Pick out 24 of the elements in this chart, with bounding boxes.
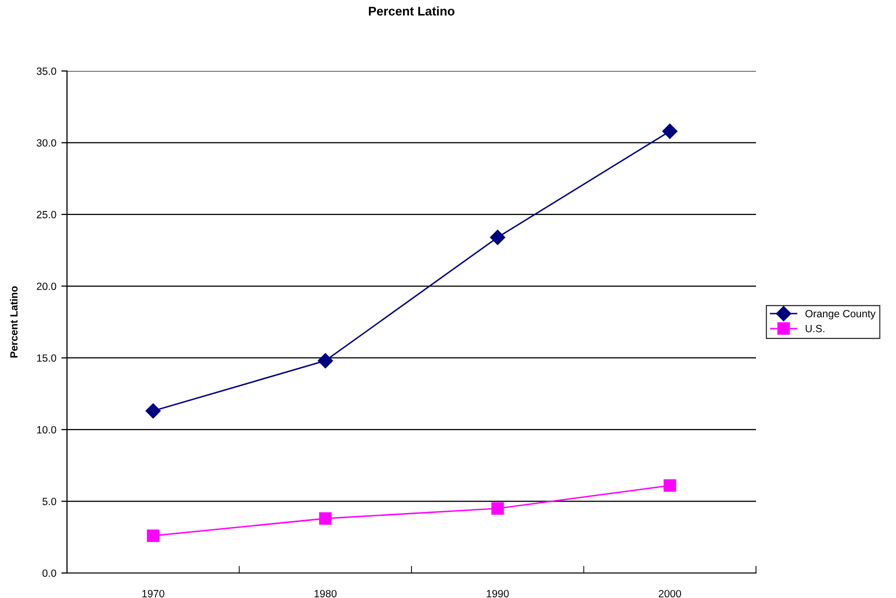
point [146, 403, 161, 418]
x-tick-label: 2000 [658, 590, 682, 598]
point [490, 230, 506, 245]
y-tick-label: 0.0 [42, 570, 56, 577]
y-tick-label: 25.0 [36, 210, 56, 218]
y-axis-title: Percent Latino [10, 286, 18, 358]
point [319, 512, 332, 525]
point [318, 353, 333, 368]
chart-title: Percent Latino [368, 6, 454, 16]
x-tick-label: 1980 [314, 590, 337, 598]
x-tick-label: 1990 [486, 590, 509, 598]
y-tick-label: 15.0 [37, 354, 56, 362]
point [662, 124, 678, 139]
x-tick-label: 1970 [142, 590, 164, 598]
legend-label: Orange County [805, 310, 876, 320]
y-tick-label: 10.0 [37, 426, 56, 434]
point [664, 479, 676, 492]
point [491, 502, 504, 515]
y-tick-label: 20.0 [36, 282, 56, 290]
y-tick-label: 30.0 [36, 139, 56, 147]
legend-label: U.S. [806, 324, 824, 332]
y-tick-label: 35.0 [36, 68, 56, 75]
y-tick-label: 5.0 [42, 498, 56, 506]
point [146, 529, 160, 542]
